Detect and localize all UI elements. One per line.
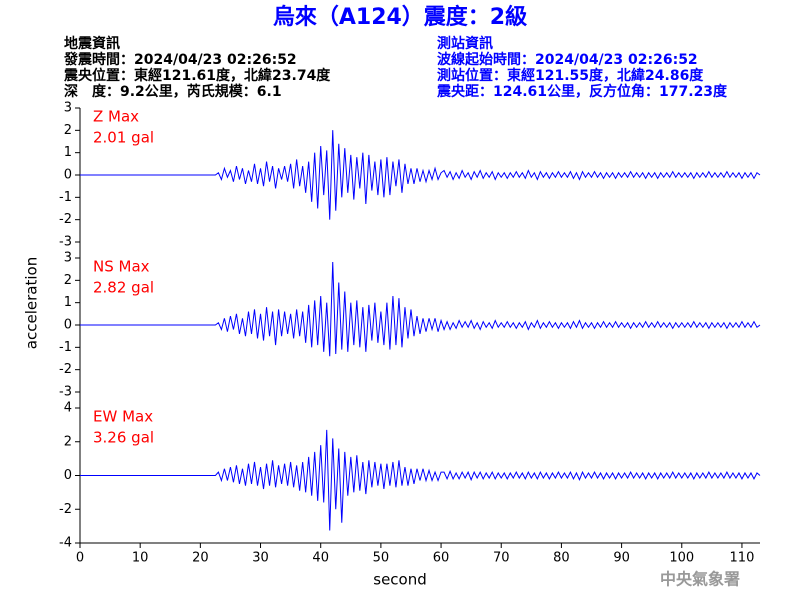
station-heading: 測站資訊 xyxy=(437,35,493,52)
max-value-label: 2.82 gal xyxy=(93,279,154,297)
x-tick-label: 90 xyxy=(613,551,630,566)
y-tick-label: 0 xyxy=(64,468,72,483)
waveform xyxy=(80,429,761,531)
y-tick-label: 0 xyxy=(64,168,72,183)
y-tick-label: 2 xyxy=(64,434,72,449)
legend-label: EW Max xyxy=(93,408,153,426)
x-tick-label: 100 xyxy=(669,551,694,566)
y-axis-label: acceleration xyxy=(23,257,41,349)
y-tick-label: -3 xyxy=(59,235,72,250)
y-tick-label: 1 xyxy=(64,295,72,310)
y-tick-label: -2 xyxy=(59,502,72,517)
max-value-label: 2.01 gal xyxy=(93,129,154,147)
x-tick-label: 60 xyxy=(433,551,450,566)
x-tick-label: 40 xyxy=(312,551,329,566)
y-tick-label: 1 xyxy=(64,145,72,160)
x-tick-label: 50 xyxy=(373,551,390,566)
x-tick-label: 30 xyxy=(252,551,269,566)
x-tick-label: 70 xyxy=(493,551,510,566)
waveform xyxy=(80,262,761,357)
max-value-label: 3.26 gal xyxy=(93,429,154,447)
chart-title: 烏來（A124）震度：2級 xyxy=(273,4,527,30)
y-tick-label: 3 xyxy=(64,101,72,116)
y-tick-label: -1 xyxy=(59,190,72,205)
station-line: 波線起始時間：2024/04/23 02:26:52 xyxy=(437,51,698,68)
x-tick-label: 110 xyxy=(730,551,755,566)
y-tick-label: -2 xyxy=(59,362,72,377)
station-line: 震央距：124.61公里，反方位角：177.23度 xyxy=(436,83,728,100)
event-line: 深 度：9.2公里，芮氏規模：6.1 xyxy=(64,83,282,100)
legend-label: Z Max xyxy=(93,108,139,126)
x-axis-label: second xyxy=(373,571,427,589)
y-tick-label: 2 xyxy=(64,273,72,288)
y-tick-label: 0 xyxy=(64,318,72,333)
y-tick-label: -4 xyxy=(59,536,72,551)
footer: 中央氣象署 xyxy=(660,570,740,589)
legend-label: NS Max xyxy=(93,258,150,276)
x-tick-label: 20 xyxy=(192,551,209,566)
x-tick-label: 10 xyxy=(132,551,149,566)
y-tick-label: -2 xyxy=(59,212,72,227)
event-heading: 地震資訊 xyxy=(64,35,120,52)
x-tick-label: 80 xyxy=(553,551,570,566)
x-tick-label: 0 xyxy=(76,551,84,566)
y-tick-label: 4 xyxy=(64,401,72,416)
y-tick-label: 2 xyxy=(64,123,72,138)
y-tick-label: 3 xyxy=(64,251,72,266)
event-line: 發震時間：2024/04/23 02:26:52 xyxy=(63,51,297,68)
station-line: 測站位置：東經121.55度，北緯24.86度 xyxy=(437,67,704,84)
y-tick-label: -1 xyxy=(59,340,72,355)
waveform xyxy=(80,130,761,220)
y-tick-label: -3 xyxy=(59,385,72,400)
event-line: 震央位置：東經121.61度，北緯23.74度 xyxy=(63,67,331,84)
